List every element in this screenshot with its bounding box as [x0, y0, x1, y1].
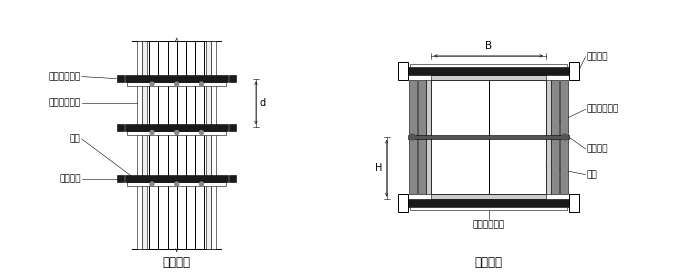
Bar: [489, 79, 546, 137]
Bar: [137, 41, 142, 249]
Bar: [229, 175, 236, 182]
Bar: [125, 175, 228, 182]
Circle shape: [562, 134, 568, 140]
Circle shape: [150, 182, 154, 186]
Bar: [125, 75, 228, 82]
Circle shape: [199, 82, 204, 86]
Bar: [128, 82, 227, 86]
Bar: [117, 75, 124, 82]
Bar: [399, 194, 408, 212]
Bar: [569, 62, 579, 79]
Bar: [431, 79, 546, 194]
Text: d: d: [260, 98, 266, 108]
Circle shape: [150, 131, 154, 134]
Bar: [117, 124, 124, 131]
Text: 柱立面图: 柱立面图: [163, 256, 191, 269]
Text: H: H: [375, 163, 383, 173]
Circle shape: [175, 131, 178, 134]
Bar: [128, 182, 227, 186]
Text: 面板: 面板: [587, 170, 597, 179]
Bar: [546, 79, 551, 194]
Bar: [431, 79, 489, 137]
Bar: [560, 79, 568, 194]
Bar: [408, 134, 569, 139]
Text: B: B: [485, 41, 492, 51]
Bar: [408, 199, 569, 207]
Bar: [431, 194, 546, 199]
Bar: [128, 131, 227, 134]
Bar: [408, 67, 569, 75]
Bar: [431, 137, 489, 194]
Text: 对拉耶栓: 对拉耶栓: [59, 174, 81, 183]
Text: 柱箍（方木）: 柱箍（方木）: [49, 72, 81, 81]
Bar: [206, 41, 211, 249]
Text: 绝傘（方木）: 绝傘（方木）: [49, 98, 81, 107]
Bar: [211, 41, 216, 249]
Circle shape: [175, 82, 178, 86]
Circle shape: [150, 82, 154, 86]
Bar: [418, 79, 426, 194]
Bar: [411, 64, 567, 67]
Text: 对拉耶栓: 对拉耶栓: [587, 144, 608, 153]
Bar: [399, 62, 408, 79]
Bar: [125, 124, 228, 131]
Bar: [117, 175, 124, 182]
Text: 面板: 面板: [70, 134, 81, 144]
Text: 绝傘（方木）: 绝傘（方木）: [473, 220, 505, 229]
Text: 柱剑面图: 柱剑面图: [475, 256, 503, 269]
Bar: [142, 41, 147, 249]
Text: 对拉耶栓: 对拉耶栓: [587, 52, 608, 61]
Circle shape: [199, 131, 204, 134]
Bar: [229, 124, 236, 131]
Bar: [569, 194, 579, 212]
Bar: [409, 79, 418, 194]
Circle shape: [199, 182, 204, 186]
Circle shape: [409, 134, 415, 140]
Bar: [426, 79, 431, 194]
Text: 柱箍（方木）: 柱箍（方木）: [587, 105, 619, 114]
Circle shape: [175, 182, 178, 186]
Bar: [551, 79, 559, 194]
Bar: [229, 75, 236, 82]
Bar: [489, 137, 546, 194]
Bar: [411, 207, 567, 210]
Bar: [431, 75, 546, 79]
